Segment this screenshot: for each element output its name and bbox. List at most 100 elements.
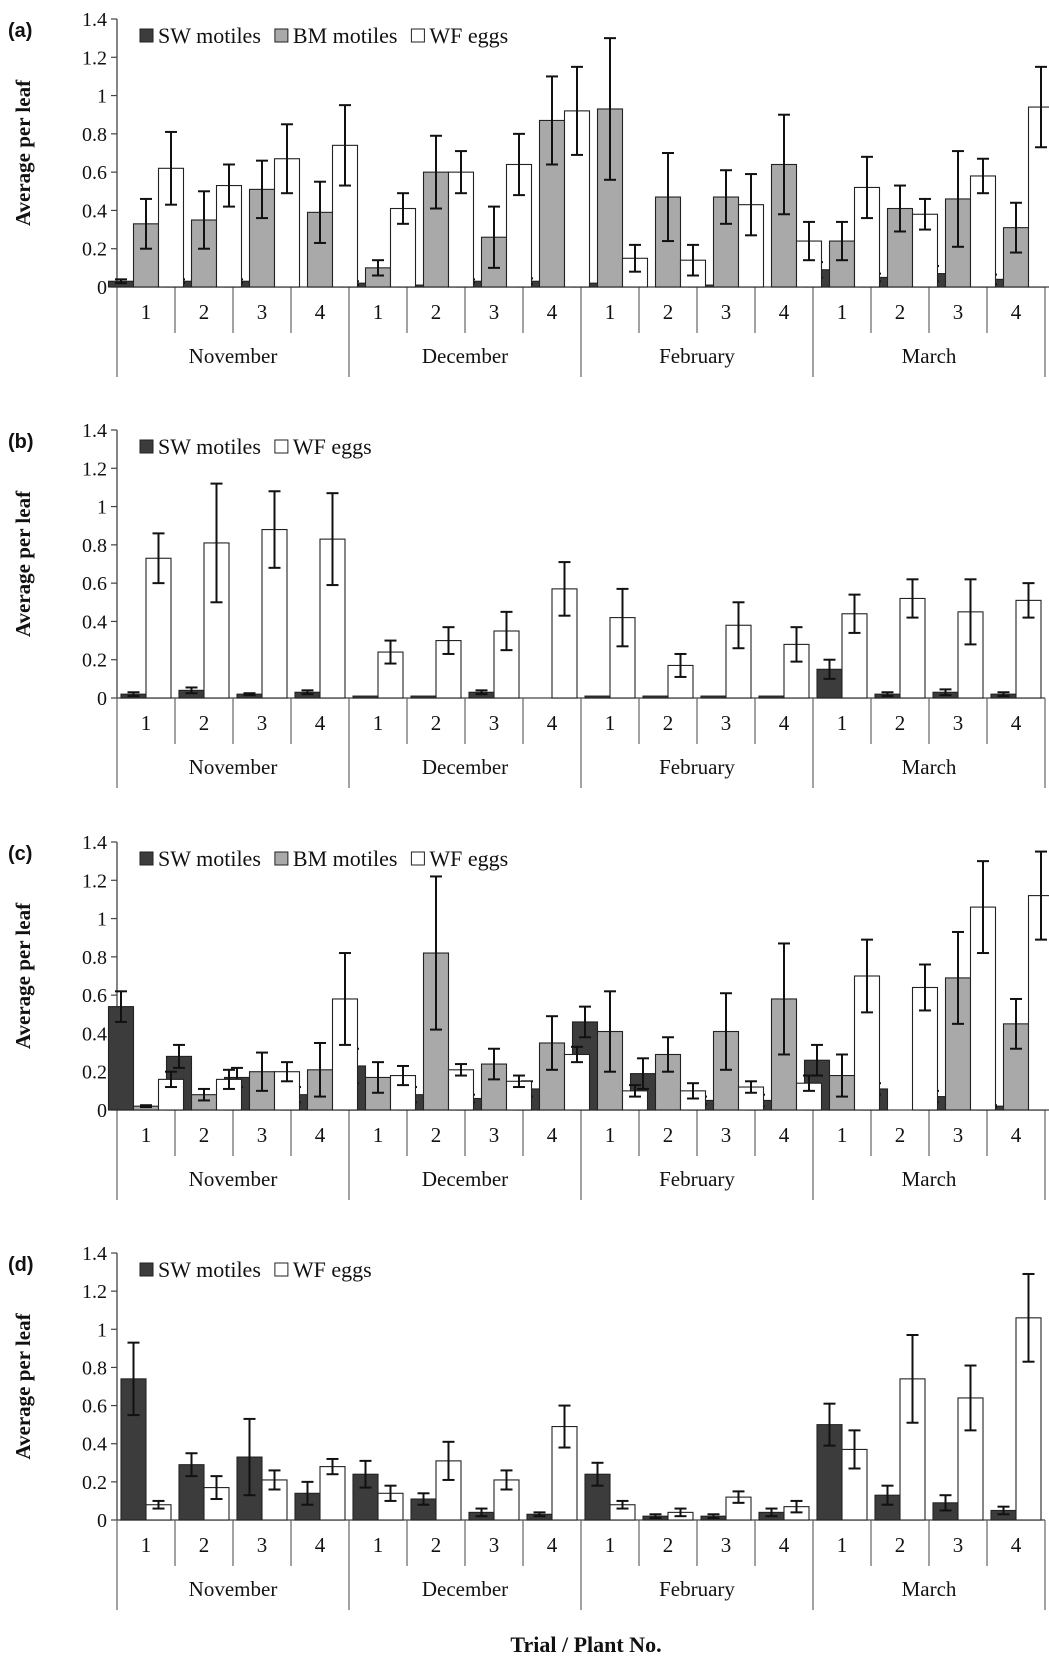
bar-sw-motiles <box>352 695 379 699</box>
legend-label: WF eggs <box>293 434 372 459</box>
legend-label: SW motiles <box>158 846 261 871</box>
plant-label: 1 <box>837 300 848 324</box>
plant-label: 3 <box>489 1533 500 1557</box>
plant-label: 2 <box>431 1123 442 1147</box>
plant-label: 2 <box>895 711 906 735</box>
plant-label: 3 <box>257 711 268 735</box>
plant-label: 1 <box>141 1533 152 1557</box>
y-tick-label: 0.6 <box>82 1396 107 1418</box>
plant-label: 4 <box>315 711 326 735</box>
month-label: March <box>902 1167 957 1191</box>
plant-label: 4 <box>547 300 558 324</box>
y-tick-label: 0.2 <box>82 1062 107 1084</box>
y-tick-label: 0 <box>97 1100 107 1122</box>
bar-wf-eggs <box>1027 106 1049 288</box>
y-tick-label: 1 <box>97 86 107 108</box>
plant-label: 3 <box>257 1123 268 1147</box>
plant-label: 3 <box>257 1533 268 1557</box>
plant-label: 2 <box>895 1123 906 1147</box>
legend-swatch-wf-eggs <box>410 851 425 866</box>
plant-label: 2 <box>199 1123 210 1147</box>
plant-label: 3 <box>257 300 268 324</box>
plant-label: 2 <box>663 1533 674 1557</box>
bar-wf-eggs <box>261 1479 288 1521</box>
y-tick-label: 1.2 <box>82 458 107 480</box>
y-tick-label: 1.4 <box>82 420 107 442</box>
plant-label: 4 <box>547 1123 558 1147</box>
y-tick-label: 1 <box>97 497 107 519</box>
y-tick-label: 0.6 <box>82 162 107 184</box>
plant-label: 4 <box>779 1123 790 1147</box>
y-tick-label: 1.4 <box>82 832 107 854</box>
plant-label: 1 <box>837 711 848 735</box>
chart-panel-d: (d) 0 0.2 0.4 0.6 0.8 1 1.2 1.4 Average per leaf 1… <box>8 1243 1046 1610</box>
y-tick-label: 1.2 <box>82 870 107 892</box>
panel-label: (b) <box>8 431 34 453</box>
plant-label: 1 <box>373 1123 384 1147</box>
month-label: March <box>902 1577 957 1601</box>
plant-label: 1 <box>373 711 384 735</box>
chart-panel-c: (c) 0 0.2 0.4 0.6 0.8 1 1.2 1.4 Average per leaf 1… <box>8 832 1049 1200</box>
y-tick-label: 1.4 <box>82 1243 107 1265</box>
plant-label: 4 <box>315 300 326 324</box>
bar-sw-motiles <box>584 695 611 699</box>
y-tick-label: 0.8 <box>82 947 107 969</box>
plant-label: 2 <box>431 300 442 324</box>
bar-sw-motiles <box>107 1006 135 1111</box>
plant-label: 3 <box>721 711 732 735</box>
plant-label: 1 <box>605 300 616 324</box>
plant-label: 2 <box>431 711 442 735</box>
y-axis-label: Average per leaf <box>11 902 35 1049</box>
bar-sw-motiles <box>410 695 437 699</box>
plant-label: 3 <box>489 711 500 735</box>
bar-wf-eggs <box>1027 895 1049 1111</box>
plant-label: 3 <box>489 300 500 324</box>
plant-label: 1 <box>141 1123 152 1147</box>
month-label: February <box>659 755 735 779</box>
plant-label: 1 <box>837 1533 848 1557</box>
month-label: December <box>422 344 508 368</box>
x-axis-title: Trial / Plant No. <box>510 1632 661 1657</box>
month-label: March <box>902 755 957 779</box>
legend-swatch-wf-eggs <box>274 1262 289 1277</box>
plant-label: 3 <box>721 300 732 324</box>
month-label: February <box>659 344 735 368</box>
plant-label: 3 <box>953 711 964 735</box>
plant-label: 4 <box>547 1533 558 1557</box>
y-tick-label: 0.4 <box>82 200 107 222</box>
y-tick-label: 0.6 <box>82 985 107 1007</box>
plant-label: 4 <box>1011 711 1022 735</box>
y-tick-label: 0.2 <box>82 239 107 261</box>
chart-panel-b: (b) 0 0.2 0.4 0.6 0.8 1 1.2 1.4 Average per leaf 1… <box>8 420 1046 788</box>
y-tick-label: 0.4 <box>82 611 107 633</box>
plant-label: 4 <box>779 1533 790 1557</box>
y-tick-label: 0.6 <box>82 573 107 595</box>
month-label: December <box>422 1577 508 1601</box>
legend-swatch-sw-motiles <box>139 439 154 454</box>
month-label: November <box>189 755 278 779</box>
legend-swatch-sw-motiles <box>139 1262 154 1277</box>
y-tick-label: 0 <box>97 688 107 710</box>
y-tick-label: 0.2 <box>82 1472 107 1494</box>
plant-label: 2 <box>663 711 674 735</box>
plant-label: 1 <box>605 1123 616 1147</box>
legend-label: WF eggs <box>429 23 508 48</box>
panel-label: (a) <box>8 20 32 42</box>
panel-label: (d) <box>8 1254 34 1276</box>
legend-label: SW motiles <box>158 23 261 48</box>
y-tick-label: 1 <box>97 909 107 931</box>
plant-label: 2 <box>199 1533 210 1557</box>
y-tick-label: 0 <box>97 277 107 299</box>
plant-label: 1 <box>605 711 616 735</box>
plant-label: 4 <box>315 1533 326 1557</box>
panel-label: (c) <box>8 843 32 865</box>
bar-sw-motiles <box>700 695 727 699</box>
plant-label: 3 <box>953 1123 964 1147</box>
plant-label: 2 <box>431 1533 442 1557</box>
plant-label: 1 <box>373 300 384 324</box>
y-axis-label: Average per leaf <box>11 79 35 226</box>
month-label: March <box>902 344 957 368</box>
y-tick-label: 0.8 <box>82 1357 107 1379</box>
month-label: February <box>659 1167 735 1191</box>
plant-label: 4 <box>779 300 790 324</box>
